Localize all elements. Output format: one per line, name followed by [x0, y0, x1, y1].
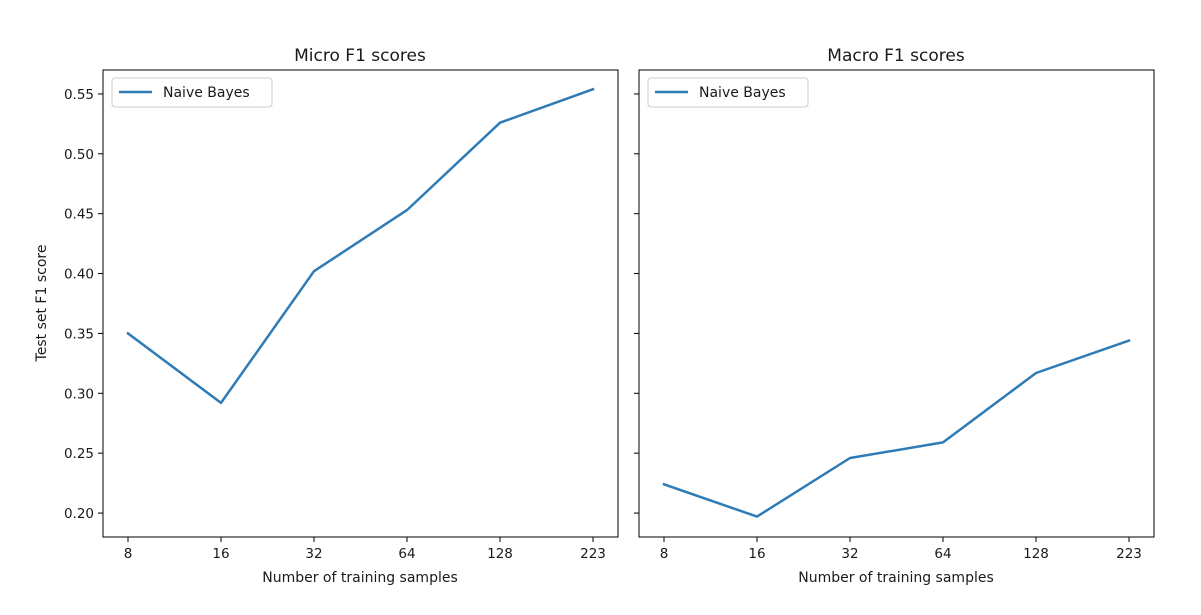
micro-x-tick-label: 223 [580, 546, 606, 562]
macro-legend-box [647, 77, 809, 108]
micro-x-tick-label: 128 [487, 546, 513, 562]
micro-series [126, 87, 595, 405]
micro-series-line-naive-bayes [126, 87, 595, 405]
macro-series-line-naive-bayes [662, 339, 1131, 518]
panel-micro: Micro F1 scores Test set F1 score Number… [34, 46, 619, 586]
macro-series [662, 339, 1131, 518]
micro-x-tick-label: 32 [305, 546, 322, 562]
macro-x-axis-label: Number of training samples [798, 570, 994, 586]
micro-y-tick-label: 0.20 [64, 506, 94, 522]
micro-legend-box [111, 77, 273, 108]
micro-y-axis-label: Test set F1 score [34, 245, 50, 363]
micro-chart-title: Micro F1 scores [294, 46, 426, 66]
macro-x-tick-label: 32 [841, 546, 858, 562]
micro-y-tick-label: 0.50 [64, 147, 94, 163]
micro-x-tick-label: 16 [212, 546, 229, 562]
macro-legend-label: Naive Bayes [699, 85, 786, 101]
macro-ticks: 8 16 32 64 128 223 [634, 93, 1142, 562]
micro-x-axis-label: Number of training samples [262, 570, 458, 586]
macro-x-tick-label: 223 [1116, 546, 1142, 562]
micro-y-tick-label: 0.30 [64, 386, 94, 402]
micro-y-tick-label: 0.45 [64, 207, 94, 223]
macro-chart-title: Macro F1 scores [827, 46, 965, 66]
panel-macro: Macro F1 scores Number of training sampl… [634, 46, 1155, 586]
macro-plot-frame [638, 69, 1155, 538]
macro-x-tick-label: 128 [1023, 546, 1049, 562]
micro-x-tick-label: 64 [398, 546, 415, 562]
micro-legend: Naive Bayes [111, 77, 273, 108]
macro-x-tick-label: 16 [748, 546, 765, 562]
micro-y-tick-label: 0.25 [64, 446, 94, 462]
macro-x-tick-label: 64 [934, 546, 951, 562]
macro-legend: Naive Bayes [647, 77, 809, 108]
micro-y-tick-label: 0.35 [64, 326, 94, 342]
micro-y-tick-label: 0.55 [64, 87, 94, 103]
micro-legend-label: Naive Bayes [163, 85, 250, 101]
micro-y-tick-label: 0.40 [64, 267, 94, 283]
macro-x-tick-label: 8 [660, 546, 669, 562]
micro-x-tick-label: 8 [124, 546, 133, 562]
micro-ticks: 8 16 32 64 128 223 0.20 0.25 0.30 0.35 0.40 0.45 0.5… [64, 87, 606, 562]
micro-plot-frame [102, 69, 619, 538]
